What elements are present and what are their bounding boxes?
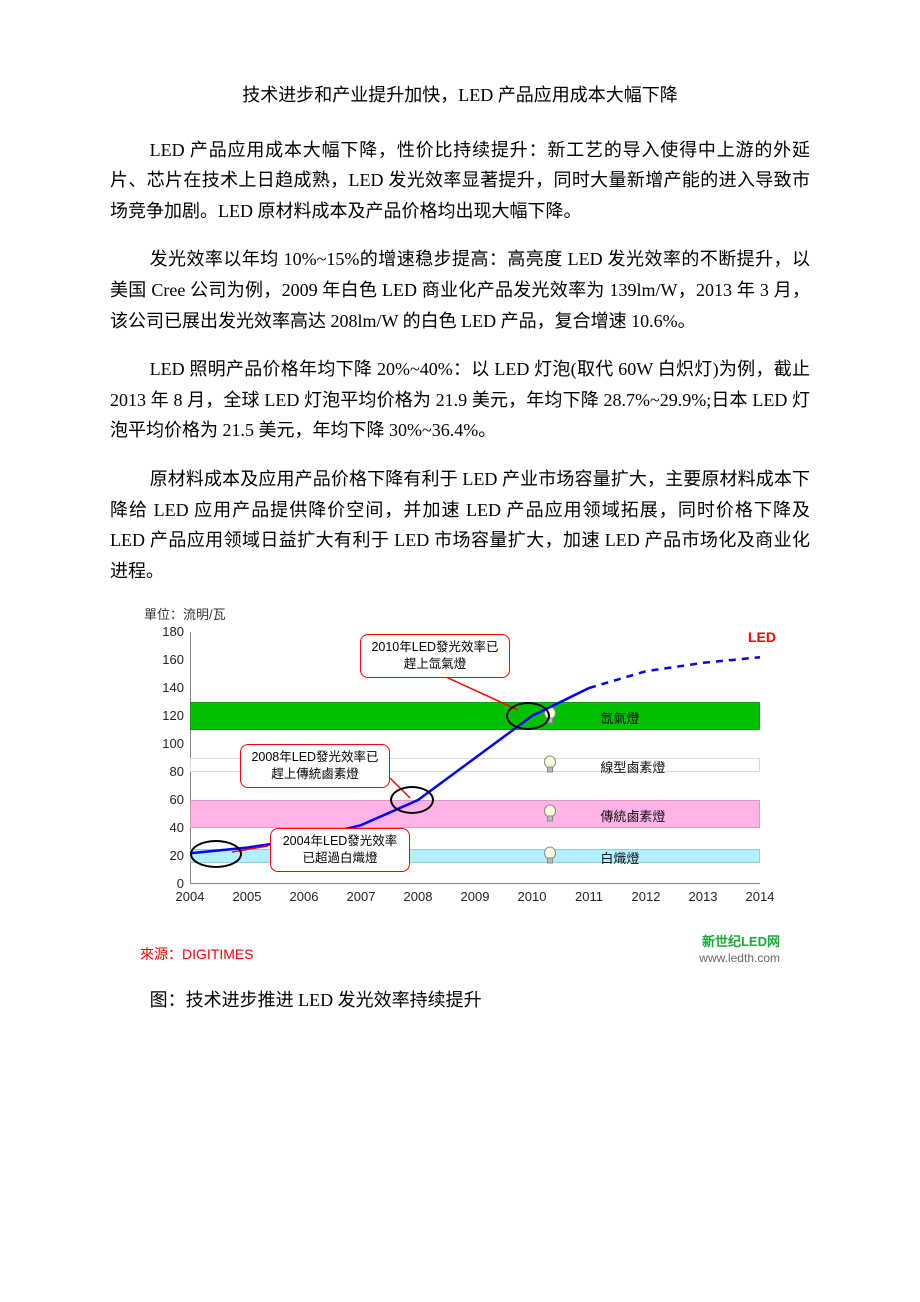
led-efficiency-chart: LED 020406080100120140160180200420052006…	[140, 628, 780, 928]
chart-callout-connector	[435, 672, 518, 710]
chart-callout: 2004年LED發光效率已超過白熾燈	[270, 828, 410, 872]
paragraph-4: 原材料成本及应用产品价格下降有利于 LED 产业市场容量扩大，主要原材料成本下降…	[110, 464, 810, 586]
paragraph-1: LED 产品应用成本大幅下降，性价比持续提升：新工艺的导入使得中上游的外延片、芯…	[110, 135, 810, 227]
chart-callout: 2008年LED發光效率已趕上傳統鹵素燈	[240, 744, 390, 788]
chart-callout: 2010年LED發光效率已趕上氙氣燈	[360, 634, 510, 678]
paragraph-3: LED 照明产品价格年均下降 20%~40%：以 LED 灯泡(取代 60W 白…	[110, 354, 810, 446]
paragraph-2: 发光效率以年均 10%~15%的增速稳步提高：高亮度 LED 发光效率的不断提升…	[110, 244, 810, 336]
chart-caption: 图：技术进步推进 LED 发光效率持续提升	[110, 985, 810, 1016]
chart-led-line-dashed	[589, 658, 760, 689]
chart-container: 單位：流明/瓦 LED 0204060801001201401601802004…	[140, 604, 780, 967]
chart-watermark: 新世纪LED网 www.ledth.com	[699, 934, 780, 966]
chart-source-row: 來源：DIGITIMES 新世纪LED网 www.ledth.com	[140, 934, 780, 966]
chart-unit-label: 單位：流明/瓦	[144, 604, 780, 626]
chart-url: www.ledth.com	[699, 951, 780, 967]
chart-source: 來源：DIGITIMES	[140, 943, 254, 967]
document-title: 技术进步和产业提升加快，LED 产品应用成本大幅下降	[110, 80, 810, 111]
chart-brand: 新世纪LED网	[699, 934, 780, 951]
